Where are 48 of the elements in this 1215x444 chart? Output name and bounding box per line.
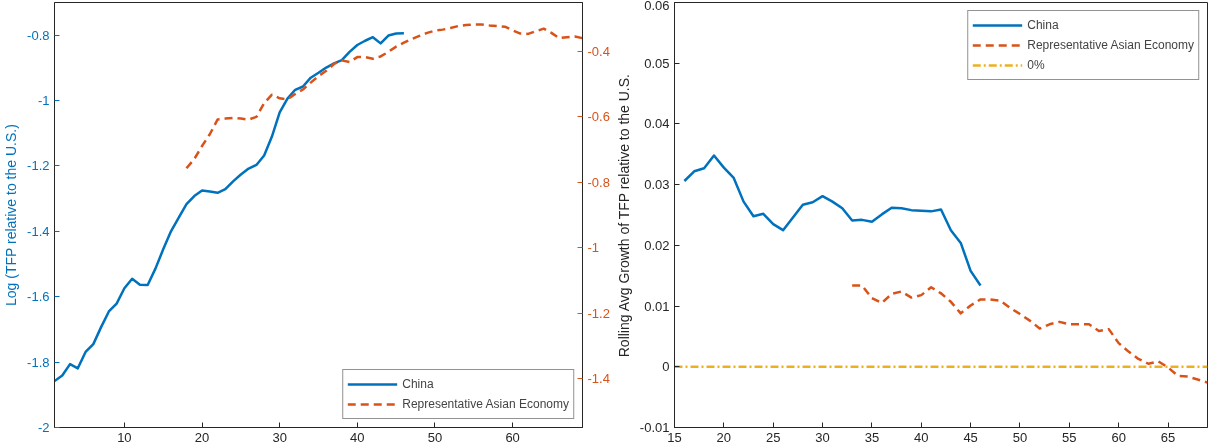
y-tick-label: -1 [37, 93, 50, 109]
x-tick-label: 50 [1012, 429, 1028, 444]
y-axis-title: Log (TFP relative to the U.S.) [3, 124, 20, 307]
x-tick-label: 20 [716, 429, 732, 444]
x-tick-label: 20 [194, 429, 210, 444]
y-tick-label: 0.05 [644, 55, 670, 71]
y2-tick-label: -0.6 [587, 109, 610, 125]
legend-label: China [1027, 18, 1059, 32]
y2-tick-label: -1 [587, 240, 600, 256]
y2-tick-label: -0.4 [587, 44, 610, 60]
x-tick-label: 40 [350, 429, 365, 444]
x-tick-label: 50 [427, 429, 443, 444]
y-tick-label: 0.03 [644, 177, 670, 193]
y2-tick-label: -1.4 [587, 370, 610, 386]
y-tick-label: 0.06 [644, 0, 670, 13]
y-tick-label: -0.01 [639, 420, 670, 435]
x-tick-label: 60 [1111, 429, 1126, 444]
y-tick-label: -1.4 [27, 223, 50, 239]
x-tick-label: 60 [505, 429, 520, 444]
x-tick-label: 55 [1062, 429, 1077, 444]
legend-label: Representative Asian Economy [1027, 38, 1194, 52]
legend-label: China [402, 377, 434, 391]
y-tick-label: 0 [662, 359, 670, 375]
y-tick-label: 0.04 [644, 116, 670, 132]
x-tick-label: 10 [117, 429, 132, 444]
y-axis-title: Rolling Avg Growth of TFP relative to the U.S. [615, 74, 632, 358]
line-series [185, 23, 583, 170]
x-tick-label: 30 [815, 429, 830, 444]
x-tick-label: 30 [272, 429, 287, 444]
y2-tick-label: -1.2 [587, 305, 610, 321]
y2-tick-label: -0.8 [587, 174, 610, 190]
x-tick-label: 65 [1160, 429, 1176, 444]
y-tick-label: 0.01 [644, 298, 670, 314]
legend-label: Representative Asian Economy [402, 397, 569, 411]
x-tick-label: 15 [667, 429, 682, 444]
legend-label: 0% [1027, 58, 1046, 72]
x-tick-label: 35 [864, 429, 880, 444]
y-tick-label: -0.8 [27, 27, 50, 43]
line-series [683, 154, 982, 287]
x-tick-label: 45 [963, 429, 978, 444]
line-series [850, 284, 1208, 384]
y-tick-label: -1.8 [27, 354, 50, 370]
y-tick-label: -1.2 [27, 158, 50, 174]
y-tick-label: -1.6 [27, 289, 50, 305]
x-tick-label: 40 [914, 429, 929, 444]
y-tick-label: -2 [37, 420, 50, 435]
y-tick-label: 0.02 [644, 237, 670, 253]
x-tick-label: 25 [765, 429, 781, 444]
